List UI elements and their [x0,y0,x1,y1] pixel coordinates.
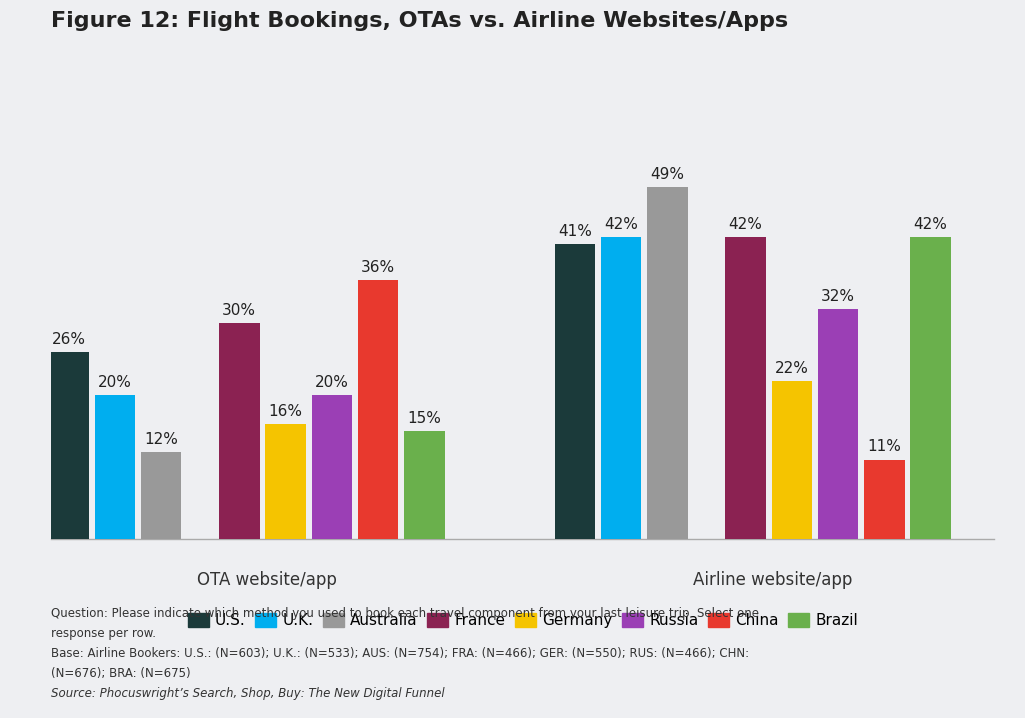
Bar [404,431,445,538]
Bar [772,381,812,538]
Bar [555,244,596,538]
Text: 16%: 16% [269,404,302,419]
Text: response per row.: response per row. [51,627,156,640]
Text: 22%: 22% [775,360,809,376]
Text: Source: Phocuswright’s Search, Shop, Buy: The New Digital Funnel: Source: Phocuswright’s Search, Shop, Buy… [51,687,445,700]
Text: 20%: 20% [98,375,132,390]
Text: 32%: 32% [821,289,855,304]
Text: 20%: 20% [315,375,349,390]
Bar [312,395,352,538]
Text: 42%: 42% [729,217,763,232]
Text: 15%: 15% [408,411,442,426]
Bar [647,187,688,538]
Text: Airline website/app: Airline website/app [693,571,853,589]
Text: 12%: 12% [145,432,178,447]
Bar [726,237,766,538]
Text: OTA website/app: OTA website/app [197,571,336,589]
Bar [94,395,135,538]
Text: (N=676); BRA: (N=675): (N=676); BRA: (N=675) [51,667,191,680]
Text: 36%: 36% [361,260,396,275]
Text: 42%: 42% [913,217,947,232]
Text: Figure 12: Flight Bookings, OTAs vs. Airline Websites/Apps: Figure 12: Flight Bookings, OTAs vs. Air… [51,11,788,31]
Bar [140,452,181,538]
Text: 11%: 11% [867,439,901,454]
Legend: U.S., U.K., Australia, France, Germany, Russia, China, Brazil: U.S., U.K., Australia, France, Germany, … [181,607,864,634]
Text: 49%: 49% [651,167,685,182]
Text: 30%: 30% [222,303,256,318]
Bar [910,237,951,538]
Text: Question: Please indicate which method you used to book each travel component fr: Question: Please indicate which method y… [51,607,760,620]
Text: 41%: 41% [558,224,591,239]
Bar [601,237,642,538]
Bar [358,280,399,538]
Text: Base: Airline Bookers: U.S.: (N=603); U.K.: (N=533); AUS: (N=754); FRA: (N=466);: Base: Airline Bookers: U.S.: (N=603); U.… [51,647,749,660]
Bar [265,424,305,538]
Text: 26%: 26% [51,332,86,347]
Bar [219,323,259,538]
Text: 42%: 42% [604,217,638,232]
Bar [818,309,858,538]
Bar [864,460,905,538]
Bar [48,352,89,538]
